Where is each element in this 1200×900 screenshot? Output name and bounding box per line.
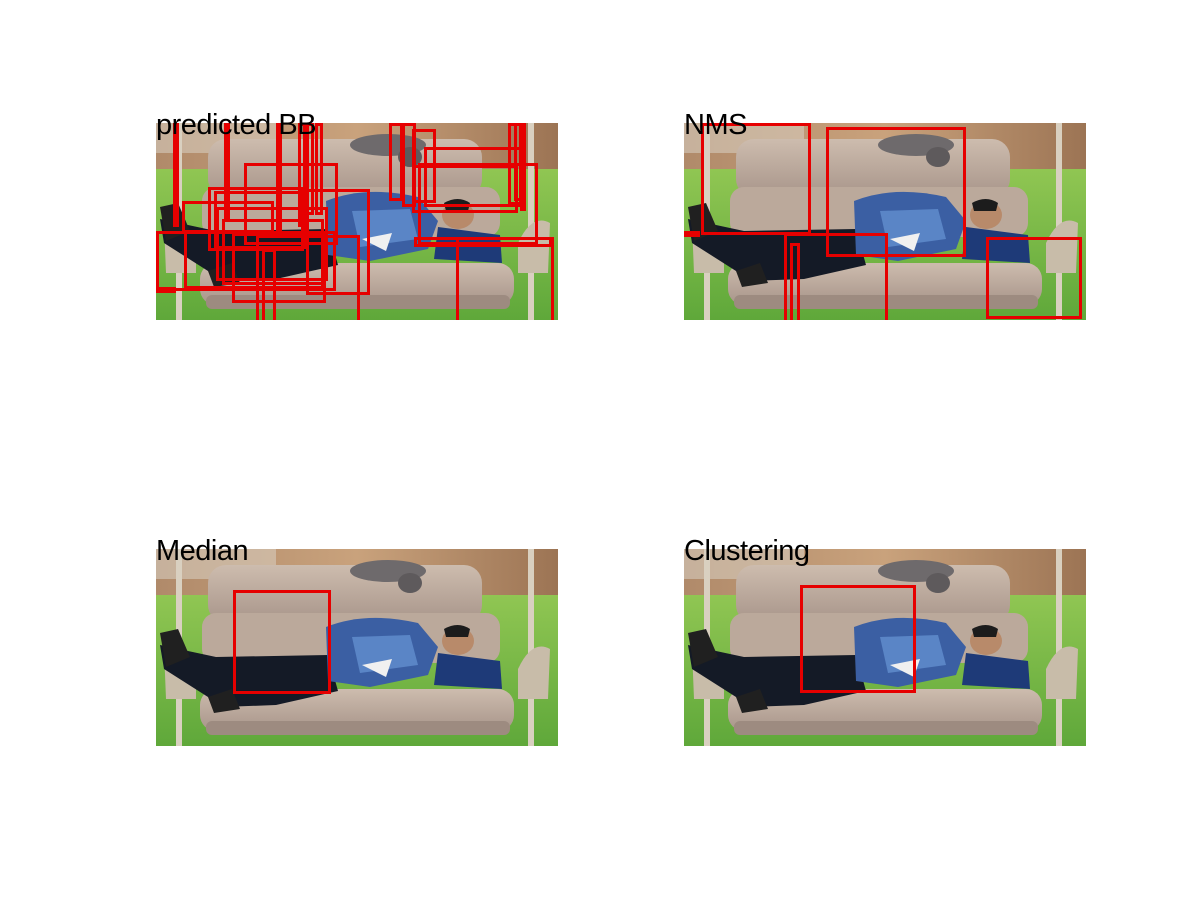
bounding-box: [412, 165, 518, 213]
panel-title: predicted BB: [156, 109, 317, 141]
bounding-box: [224, 123, 230, 219]
panel-clustering: Clustering: [684, 537, 1086, 746]
bounding-box: [184, 231, 324, 289]
bounding-box: [800, 585, 916, 693]
bounding-box: [315, 123, 323, 215]
bounding-box: [701, 123, 811, 235]
panel-median: Median: [156, 537, 558, 746]
bounding-box: [262, 249, 276, 320]
bounding-boxes: [684, 123, 1086, 320]
panel-title: NMS: [684, 109, 747, 141]
panel-nms: NMS: [684, 111, 1086, 320]
bounding-box: [216, 207, 328, 281]
bounding-box: [244, 163, 338, 245]
bounding-box: [790, 243, 800, 320]
bounding-boxes: [156, 123, 558, 320]
bounding-boxes: [156, 549, 558, 746]
bounding-box: [389, 123, 403, 201]
panel-predicted-bb: predicted BB: [156, 111, 558, 320]
bounding-box: [306, 123, 314, 215]
bounding-box: [456, 237, 554, 320]
bounding-box: [424, 147, 524, 207]
bounding-box: [232, 233, 326, 303]
bounding-box: [784, 233, 888, 320]
panel-title: Median: [156, 535, 249, 567]
bounding-box: [233, 590, 331, 694]
bounding-box: [418, 163, 538, 245]
bounding-box: [826, 127, 966, 257]
bounding-box: [684, 231, 700, 237]
bounding-box: [156, 287, 176, 293]
bounding-box: [986, 237, 1082, 319]
bounding-box: [256, 235, 360, 320]
panel-title: Clustering: [684, 535, 810, 567]
bounding-box: [173, 123, 179, 227]
bounding-box: [306, 189, 370, 295]
bounding-boxes: [684, 549, 1086, 746]
